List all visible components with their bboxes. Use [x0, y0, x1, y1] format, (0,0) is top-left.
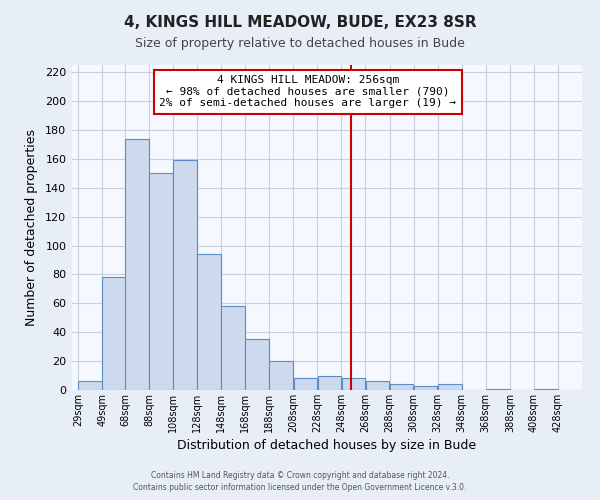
Text: Contains HM Land Registry data © Crown copyright and database right 2024.
Contai: Contains HM Land Registry data © Crown c… — [133, 471, 467, 492]
Bar — [269, 361, 293, 390]
Bar — [102, 278, 126, 390]
Bar — [414, 386, 437, 390]
Text: Size of property relative to detached houses in Bude: Size of property relative to detached ho… — [135, 38, 465, 51]
Bar — [197, 254, 221, 390]
Bar — [78, 382, 102, 390]
Bar — [173, 160, 197, 390]
Bar — [245, 340, 269, 390]
Text: 4, KINGS HILL MEADOW, BUDE, EX23 8SR: 4, KINGS HILL MEADOW, BUDE, EX23 8SR — [124, 15, 476, 30]
X-axis label: Distribution of detached houses by size in Bude: Distribution of detached houses by size … — [178, 439, 476, 452]
Bar — [125, 138, 149, 390]
Bar — [438, 384, 461, 390]
Y-axis label: Number of detached properties: Number of detached properties — [25, 129, 38, 326]
Text: 4 KINGS HILL MEADOW: 256sqm
← 98% of detached houses are smaller (790)
2% of sem: 4 KINGS HILL MEADOW: 256sqm ← 98% of det… — [159, 75, 456, 108]
Bar — [341, 378, 365, 390]
Bar — [365, 382, 389, 390]
Bar — [486, 388, 509, 390]
Bar — [534, 388, 558, 390]
Bar — [293, 378, 317, 390]
Bar — [221, 306, 245, 390]
Bar — [317, 376, 341, 390]
Bar — [390, 384, 413, 390]
Bar — [149, 174, 173, 390]
